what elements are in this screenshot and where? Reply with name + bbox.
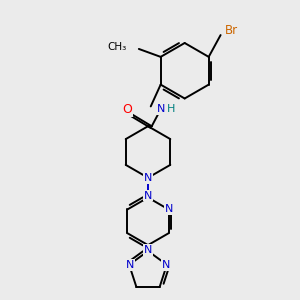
- Text: Br: Br: [225, 24, 238, 37]
- Text: N: N: [164, 204, 173, 214]
- Text: H: H: [167, 104, 176, 114]
- Text: N: N: [157, 104, 165, 114]
- Text: O: O: [122, 103, 132, 116]
- Text: N: N: [144, 190, 152, 201]
- Text: N: N: [162, 260, 170, 270]
- Text: CH₃: CH₃: [108, 42, 127, 52]
- Text: N: N: [126, 260, 134, 270]
- Text: N: N: [144, 173, 152, 183]
- Text: N: N: [144, 245, 152, 255]
